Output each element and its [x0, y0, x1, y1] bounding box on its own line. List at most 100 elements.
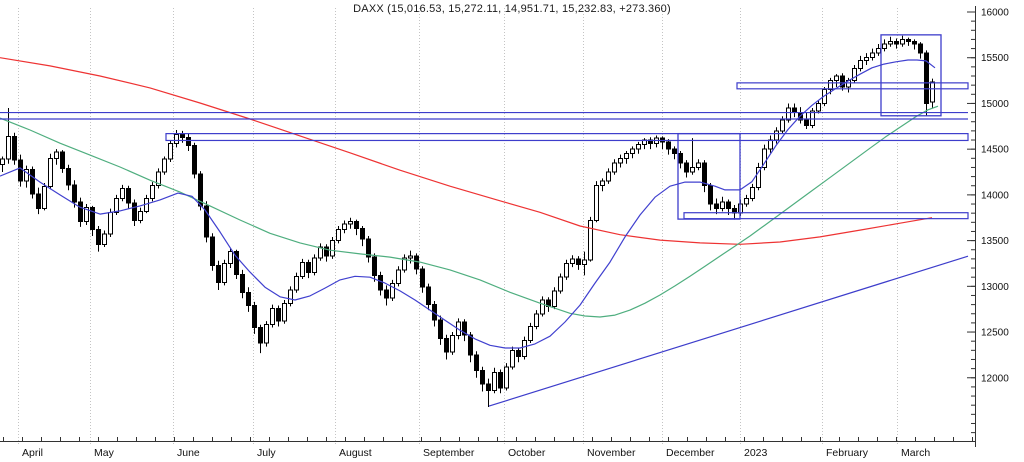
candle-up	[510, 349, 515, 368]
candle-up	[264, 324, 269, 344]
candle-down	[78, 201, 83, 222]
candle-up	[312, 257, 317, 274]
candle-down	[894, 40, 899, 45]
candle-up	[318, 246, 323, 259]
y-axis-label: 13500	[981, 236, 1009, 247]
candle-up	[270, 307, 275, 326]
candle-up	[744, 198, 749, 205]
y-axis-label: 15500	[981, 53, 1009, 64]
candle-down	[240, 273, 245, 294]
candle-up	[42, 186, 47, 210]
candle-down	[90, 207, 95, 231]
x-axis-month-label: April	[22, 447, 43, 459]
candle-up	[828, 80, 833, 91]
candle-up	[222, 262, 227, 284]
candle-down	[918, 43, 923, 54]
candle-up	[696, 162, 701, 168]
candle-up	[0, 158, 5, 166]
candle-down	[132, 202, 137, 221]
month-gridlines	[18, 8, 898, 445]
candle-down	[324, 246, 329, 257]
candle-down	[276, 307, 281, 322]
candle-up	[528, 326, 533, 341]
candle-down	[204, 205, 209, 238]
candle-up	[618, 157, 623, 164]
candle-up	[750, 187, 755, 200]
support-band-december[interactable]	[683, 212, 969, 220]
candle-up	[786, 107, 791, 121]
candle-down	[462, 321, 467, 336]
candle-up	[612, 162, 617, 173]
candle-down	[666, 141, 671, 150]
candle-up	[522, 339, 527, 358]
candle-down	[12, 135, 17, 161]
candle-up	[300, 262, 305, 277]
candle-up	[6, 135, 11, 160]
candle-down	[210, 236, 215, 266]
candle-down	[420, 268, 425, 288]
candle-down	[516, 349, 521, 358]
resistance-band-june[interactable]	[165, 133, 969, 142]
candle-up	[168, 143, 173, 160]
resistance-band-february[interactable]	[736, 82, 969, 90]
candle-down	[216, 264, 221, 284]
candle-up	[408, 255, 413, 259]
x-axis-month-label: 2023	[744, 447, 768, 459]
march-top-box[interactable]	[880, 34, 942, 117]
candle-up	[852, 68, 857, 82]
candle-up	[108, 211, 113, 235]
candle-down	[480, 369, 485, 385]
chart-title: DAXX (15,016.53, 15,272.11, 14,951.71, 1…	[353, 3, 671, 15]
candle-down	[576, 258, 581, 265]
candle-up	[876, 48, 881, 54]
x-axis-month-label: May	[94, 447, 115, 459]
moving-averages	[0, 57, 939, 349]
drawn-annotations[interactable]	[0, 34, 969, 407]
candle-up	[162, 158, 167, 173]
candle-up	[390, 283, 395, 299]
candle-down	[36, 193, 41, 210]
candle-down	[192, 145, 197, 175]
candle-up	[600, 180, 605, 187]
y-axis-label: 15000	[981, 99, 1009, 110]
candle-down	[30, 168, 35, 195]
candle-up	[810, 110, 815, 126]
candlestick-series[interactable]	[0, 35, 935, 408]
candle-up	[834, 75, 839, 82]
candle-down	[792, 107, 797, 114]
candle-down	[702, 162, 707, 187]
uptrend-line[interactable]	[488, 255, 969, 407]
candle-up	[858, 59, 863, 70]
candle-up	[84, 207, 89, 222]
candle-up	[816, 102, 821, 112]
candle-up	[102, 233, 107, 245]
x-axis-month-label: August	[339, 447, 372, 459]
candle-up	[780, 119, 785, 132]
ma-medium-green	[0, 105, 939, 318]
candle-down	[72, 184, 77, 203]
candle-down	[258, 326, 263, 344]
candle-down	[96, 229, 101, 245]
candle-up	[288, 289, 293, 305]
x-axis-month-label: June	[177, 447, 200, 459]
candle-down	[426, 286, 431, 306]
candle-up	[534, 313, 539, 328]
candle-up	[54, 151, 59, 159]
x-axis-month-label: December	[666, 447, 715, 459]
candle-up	[402, 257, 407, 271]
candle-down	[912, 40, 917, 45]
candle-up	[630, 148, 635, 155]
candle-up	[564, 262, 569, 278]
candle-up	[342, 223, 347, 231]
x-axis-month-label: October	[508, 447, 546, 459]
candle-down	[60, 151, 65, 169]
candle-down	[726, 201, 731, 210]
december-consolidation-box[interactable]	[677, 132, 741, 220]
candle-down	[186, 136, 191, 147]
candle-down	[354, 220, 359, 230]
candle-up	[774, 130, 779, 141]
candle-up	[48, 157, 53, 188]
candle-up	[594, 185, 599, 221]
